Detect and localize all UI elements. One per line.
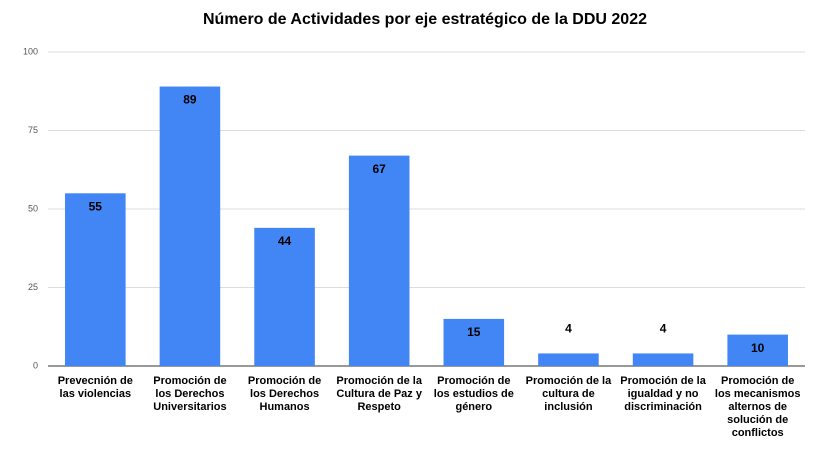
bar — [254, 227, 315, 366]
bar — [727, 334, 788, 366]
y-tick-label: 25 — [28, 282, 38, 292]
bar — [632, 353, 694, 366]
y-tick-label: 75 — [28, 125, 38, 135]
bar — [538, 353, 599, 366]
value-label: 15 — [467, 325, 481, 339]
value-label: 55 — [89, 199, 103, 213]
y-tick-label: 50 — [28, 203, 38, 213]
y-tick-label: 100 — [23, 46, 38, 56]
value-label: 67 — [373, 162, 387, 176]
x-tick-label: Promoción de los Derechos Humanos — [248, 375, 321, 413]
value-label: 4 — [660, 322, 667, 336]
chart-title: Número de Actividades por eje estratégic… — [203, 11, 647, 28]
x-tick-label: Promoción de los estudios de género — [434, 375, 514, 413]
value-label: 44 — [278, 234, 292, 248]
bar — [159, 86, 221, 366]
value-label: 89 — [183, 93, 197, 107]
x-tick-label: Promoción de los Derechos Universitarios — [153, 375, 226, 413]
x-tick-label: Promoción de los mecanismos alternos de sol… — [715, 375, 801, 439]
bar — [443, 318, 505, 366]
value-label: 4 — [565, 322, 572, 336]
x-tick-label: Promoción de la cultura de inclusión — [526, 375, 612, 413]
x-tick-label: Promoción de la igualdad y no discriminaci… — [620, 375, 706, 413]
value-label: 10 — [751, 341, 765, 355]
bar — [65, 193, 126, 366]
x-tick-label: Promoción de la Cultura de Paz y Respeto — [336, 375, 422, 413]
y-tick-label: 0 — [33, 360, 38, 370]
bar — [348, 155, 410, 366]
x-tick-label: Prevecnión de las violencias — [58, 375, 133, 400]
